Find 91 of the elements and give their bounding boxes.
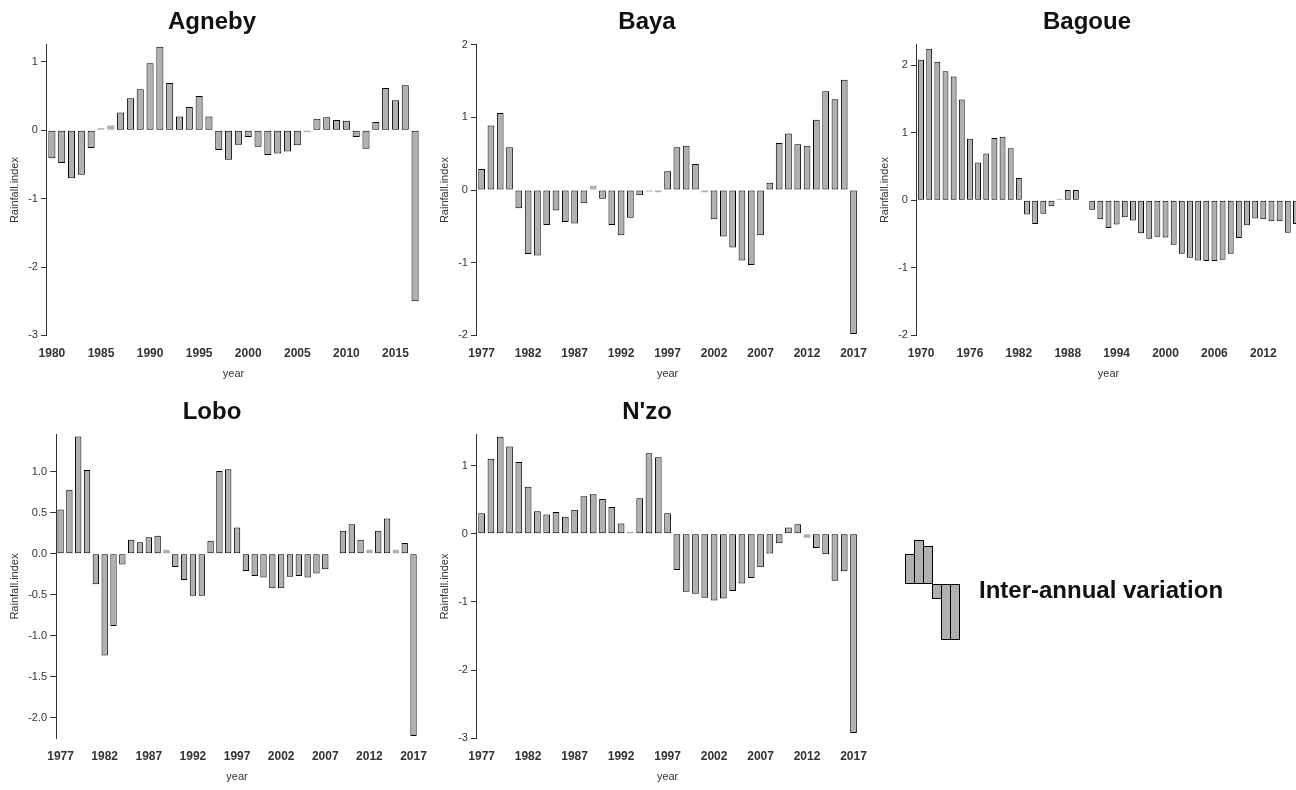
x-axis-title: year: [222, 367, 245, 380]
y-tick-label: 0: [31, 123, 38, 136]
x-tick-label: 1982: [514, 345, 542, 360]
x-tick-label: 2012: [356, 748, 384, 763]
bar: [163, 549, 170, 554]
chart-title: N'zo: [622, 397, 672, 425]
y-tick-label: 0: [461, 526, 468, 539]
y-axis-title: Rainfall.index: [7, 156, 20, 224]
x-tick-label: 1988: [1054, 345, 1082, 360]
bar: [589, 185, 597, 190]
x-tick-label: 1982: [514, 748, 542, 763]
x-tick-label: 2012: [1249, 345, 1277, 360]
y-tick-label: -3: [458, 731, 468, 744]
y-tick-label: 1: [461, 110, 468, 123]
x-tick-label: 2012: [793, 748, 821, 763]
y-tick-label: 2: [461, 37, 468, 50]
x-tick-label: 2000: [1152, 345, 1180, 360]
x-axis-title: year: [1097, 367, 1120, 380]
x-tick-label: 1977: [468, 345, 496, 360]
x-tick-label: 1982: [1005, 345, 1033, 360]
x-tick-label: 1992: [607, 748, 635, 763]
chart-title: Bagoue: [1042, 7, 1132, 35]
x-tick-label: 1987: [561, 345, 589, 360]
chart-title: Lobo: [182, 397, 242, 425]
y-axis-title: Rainfall.index: [7, 553, 20, 620]
y-tick-label: -1.5: [28, 669, 48, 682]
x-tick-label: 2012: [793, 345, 821, 360]
x-tick-label: 2002: [700, 345, 728, 360]
x-tick-label: 2007: [747, 345, 775, 360]
x-tick-label: 2015: [382, 345, 410, 360]
x-tick-label: 2002: [267, 748, 295, 763]
x-tick-label: 1992: [607, 345, 635, 360]
x-tick-label: 1997: [654, 345, 682, 360]
x-tick-label: 1992: [179, 748, 207, 763]
y-tick-label: -0.5: [28, 587, 48, 600]
bar: [366, 549, 373, 554]
x-tick-label: 1987: [135, 748, 163, 763]
y-tick-label: 0: [901, 193, 908, 206]
y-tick-label: -1: [28, 191, 38, 204]
x-axis-title: year: [226, 770, 249, 783]
x-tick-label: 1997: [654, 748, 682, 763]
x-tick-label: 1997: [223, 748, 251, 763]
x-axis-title: year: [656, 770, 679, 783]
y-axis-title: Rainfall.index: [437, 156, 450, 224]
y-tick-label: -2: [458, 328, 468, 341]
x-tick-label: 2005: [283, 345, 311, 360]
y-tick-label: -1: [458, 594, 468, 607]
y-tick-label: -2.0: [28, 710, 48, 723]
x-tick-label: 1970: [907, 345, 935, 360]
y-axis-title: Rainfall.index: [877, 156, 890, 224]
x-tick-label: 1987: [561, 748, 589, 763]
y-tick-label: -2: [28, 260, 38, 273]
x-tick-label: 2002: [700, 748, 728, 763]
x-tick-label: 2017: [840, 345, 868, 360]
x-tick-label: 1976: [956, 345, 984, 360]
x-axis-title: year: [656, 367, 679, 380]
text: Inter-annual variation: [979, 576, 1224, 604]
y-tick-label: 0.0: [31, 546, 48, 559]
y-axis-title: Rainfall.index: [437, 553, 450, 620]
x-tick-label: 2007: [747, 748, 775, 763]
x-tick-label: 1985: [87, 345, 115, 360]
y-tick-label: 1: [31, 54, 38, 67]
x-tick-label: 1980: [38, 345, 66, 360]
y-tick-label: 1: [461, 458, 468, 471]
y-tick-label: 0: [461, 183, 468, 196]
y-tick-label: -1: [458, 255, 468, 268]
x-tick-label: 1982: [91, 748, 119, 763]
y-tick-label: -3: [28, 328, 38, 341]
x-tick-label: 2007: [311, 748, 339, 763]
x-tick-label: 1977: [468, 748, 496, 763]
x-tick-label: 2017: [840, 748, 868, 763]
y-tick-label: -1.0: [28, 628, 48, 641]
y-tick-label: -2: [458, 663, 468, 676]
y-tick-label: 2: [901, 58, 908, 71]
bar: [107, 125, 115, 130]
y-tick-label: -2: [898, 328, 908, 341]
x-tick-label: 1977: [47, 748, 75, 763]
chart-title: Agneby: [167, 7, 257, 35]
x-tick-label: 1994: [1103, 345, 1131, 360]
y-tick-label: 1.0: [31, 464, 48, 477]
y-tick-label: 0.5: [31, 505, 48, 518]
x-tick-label: 2000: [234, 345, 262, 360]
x-tick-label: 2017: [400, 748, 428, 763]
x-tick-label: 1995: [185, 345, 213, 360]
bar: [803, 534, 811, 538]
y-tick-label: -1: [898, 260, 908, 273]
y-tick-label: 1: [901, 125, 908, 138]
x-tick-label: 2006: [1201, 345, 1229, 360]
x-tick-label: 1990: [136, 345, 164, 360]
chart-title: Baya: [618, 7, 677, 35]
x-tick-label: 2010: [333, 345, 361, 360]
